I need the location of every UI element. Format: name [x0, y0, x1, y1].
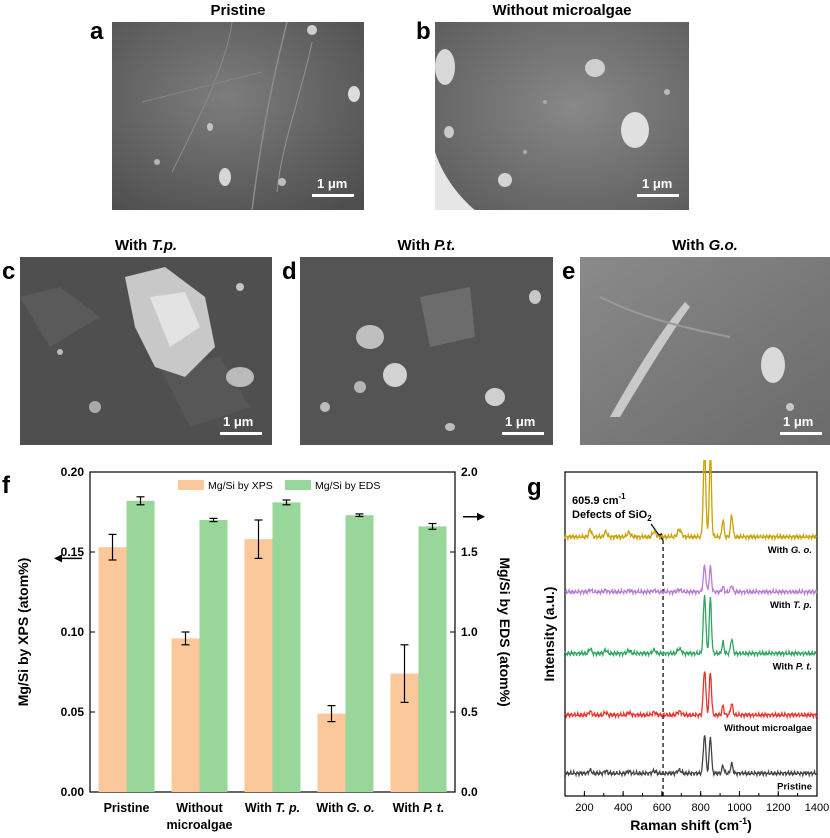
sem-title-without-microalgae: Without microalgae	[492, 2, 632, 19]
scale-bar	[637, 194, 679, 197]
spectrum-line	[564, 594, 818, 659]
right-axis-arrowhead	[477, 512, 485, 521]
xtick-label: With P. t.	[393, 801, 445, 815]
scale-bar	[502, 432, 544, 435]
scale-bar	[312, 194, 354, 197]
xtick-label: 1200	[766, 802, 790, 814]
spectrum-label: Without microalgae	[724, 723, 812, 734]
xtick-label: 800	[692, 802, 710, 814]
panel-letter-e: e	[562, 258, 576, 285]
panel-letter-b: b	[416, 18, 431, 45]
xtick-label: 600	[653, 802, 671, 814]
scale-bar	[780, 432, 822, 435]
scale-bar	[220, 432, 262, 435]
sem-title-with-tp: With T.p.	[114, 237, 178, 254]
bar-xps	[98, 547, 127, 792]
spectrum-line	[564, 735, 818, 778]
xtick-label: With T. p.	[245, 801, 300, 815]
spectrum-label: With P. t.	[773, 661, 812, 672]
xtick-label: 200	[575, 802, 593, 814]
ytick-right-label: 0.0	[461, 785, 478, 799]
sem-image-with-go: 1 μm	[580, 257, 830, 445]
ytick-left-label: 0.00	[61, 785, 85, 799]
bar-eds	[126, 500, 155, 792]
legend-swatch-xps	[178, 480, 204, 490]
bar-eds	[418, 526, 447, 792]
annotation-label: 605.9 cm-1	[572, 492, 626, 507]
spectrum-label: With G. o.	[768, 545, 812, 556]
spectrum-line	[564, 460, 818, 542]
sem-title-with-pt: With P.t.	[397, 237, 456, 254]
xtick-label: 1000	[727, 802, 751, 814]
panel-letter-a: a	[90, 18, 104, 45]
ylabel-left: Mg/Si by XPS (atom%)	[15, 558, 31, 707]
xtick-label: 400	[614, 802, 632, 814]
legend-label-xps: Mg/Si by XPS	[208, 480, 273, 492]
ytick-right-label: 2.0	[461, 465, 478, 479]
spectrum-line	[564, 563, 818, 597]
scale-label: 1 μm	[783, 414, 814, 429]
panel-letter-g: g	[527, 474, 542, 501]
bar-eds	[199, 520, 228, 792]
xtick-label: Pristine	[104, 801, 150, 815]
ytick-left-label: 0.20	[61, 465, 85, 479]
scale-label: 1 μm	[317, 176, 348, 191]
panel-letter-d: d	[282, 258, 297, 285]
xtick-label: 1400	[805, 802, 829, 814]
xtick-label: Without	[176, 801, 223, 815]
spectrum-line	[564, 671, 818, 720]
spectrum-label: Pristine	[777, 781, 812, 792]
bar-eds	[272, 502, 301, 792]
ytick-left-label: 0.15	[61, 545, 85, 559]
xtick-label: microalgae	[166, 818, 232, 832]
legend-swatch-eds	[285, 480, 311, 490]
spectrum-label: With T. p.	[770, 600, 812, 611]
scale-label: 1 μm	[642, 176, 673, 191]
xlabel: Raman shift (cm-1)	[630, 816, 752, 833]
scale-label: 1 μm	[223, 414, 254, 429]
bar-eds	[345, 515, 374, 792]
ytick-left-label: 0.05	[61, 705, 85, 719]
ytick-left-label: 0.10	[61, 625, 85, 639]
annotation-label: Defects of SiO2	[572, 509, 652, 523]
xtick-label: With G. o.	[316, 801, 374, 815]
left-axis-arrowhead	[54, 554, 62, 563]
plot-frame	[564, 471, 818, 797]
ytick-right-label: 1.5	[461, 545, 478, 559]
sem-image-with-pt: 1 μm	[300, 257, 553, 445]
sem-image-with-tp: 1 μm	[20, 257, 272, 445]
sem-image-pristine: 1 μm	[112, 22, 364, 210]
chart-g-raman-spectra: 200 400 600 800 1000 1200 1400 Raman shift (cm-…	[541, 460, 829, 833]
panel-letter-c: c	[2, 258, 16, 285]
sem-image-without-microalgae: 1 μm	[435, 22, 689, 210]
bar-xps	[171, 638, 200, 792]
sem-title-pristine: Pristine	[210, 2, 266, 19]
sem-title-with-go: With G.o.	[672, 237, 738, 254]
ylabel-right: Mg/Si by EDS (atom%)	[497, 557, 513, 706]
ylabel: Intensity (a.u.)	[541, 587, 557, 682]
bar-xps	[317, 713, 346, 792]
panel-letter-f: f	[2, 472, 10, 499]
bar-xps	[244, 539, 273, 792]
scale-label: 1 μm	[505, 414, 536, 429]
legend-label-eds: Mg/Si by EDS	[315, 480, 380, 492]
ytick-right-label: 1.0	[461, 625, 478, 639]
ytick-right-label: 0.5	[461, 705, 478, 719]
chart-f-bar-chart: 0.00 0.05 0.10 0.15 0.20 0.0 0.5 1.0 1.5 2.0 Mg/Si…	[15, 465, 513, 832]
